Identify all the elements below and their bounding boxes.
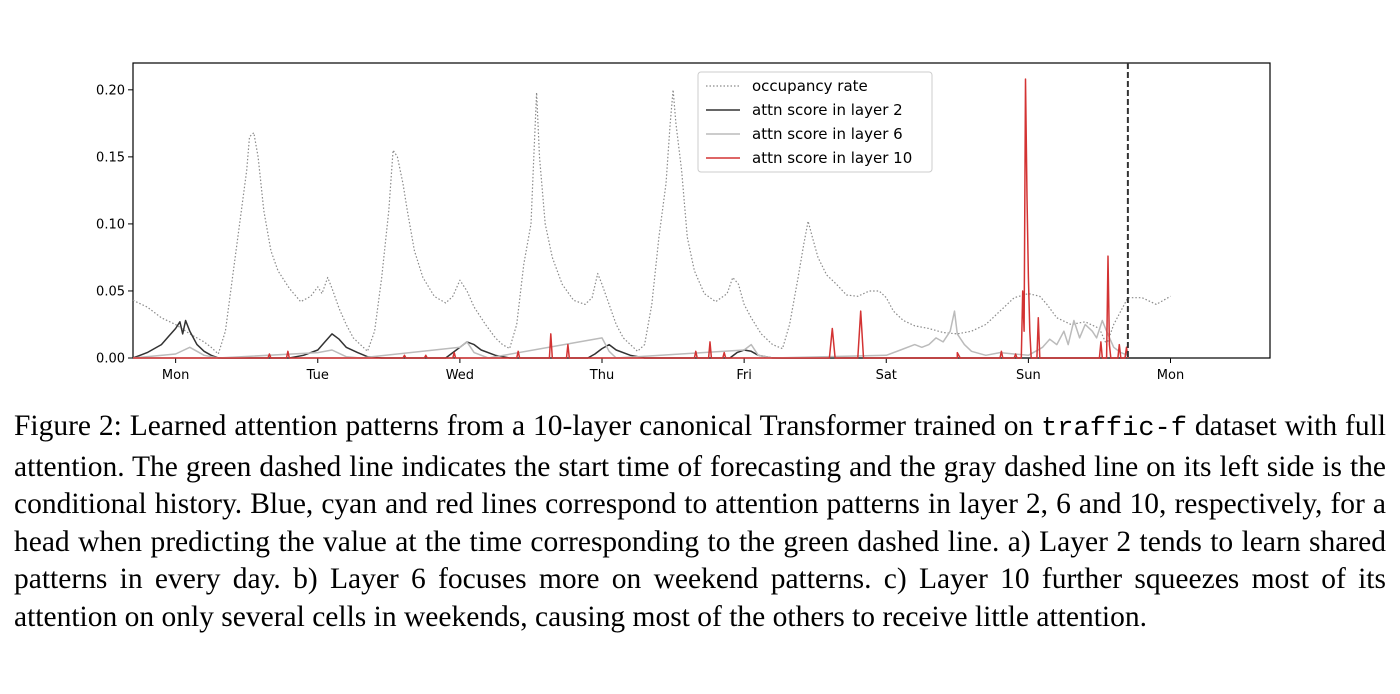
caption-dataset-code: traffic-f xyxy=(1041,414,1187,444)
x-tick-label: Mon xyxy=(1157,368,1184,383)
caption-text-1: Figure 2: Learned attention patterns fro… xyxy=(14,410,1042,442)
figure-caption: Figure 2: Learned attention patterns fro… xyxy=(14,408,1386,636)
attention-line-chart: 0.00 0.05 0.10 0.15 0.20 Mon Tue Wed Thu Fri Sat Su… xyxy=(96,62,1271,383)
series-line-4 xyxy=(133,78,1129,359)
legend-label-2: attn score in layer 2 xyxy=(752,101,903,119)
y-tick-label: 0.20 xyxy=(96,83,125,98)
legend-box xyxy=(697,71,933,173)
attention-figure: 0.00 0.05 0.10 0.15 0.20 Mon Tue Wed Thu Fri Sat Su… xyxy=(96,62,1271,383)
series-line-3 xyxy=(132,310,1129,359)
series-line-1 xyxy=(132,89,1171,355)
x-tick-label: Sat xyxy=(876,368,897,383)
x-tick-label: Sun xyxy=(1016,368,1041,383)
y-tick-label: 0.05 xyxy=(96,284,125,299)
x-tick-label: Tue xyxy=(306,368,329,383)
x-tick-label: Fri xyxy=(736,368,752,383)
legend-label-3: attn score in layer 6 xyxy=(752,125,903,143)
x-tick-label: Thu xyxy=(589,368,614,383)
y-tick-label: 0.15 xyxy=(96,150,125,165)
legend-label-1: occupancy rate xyxy=(752,77,868,95)
x-tick-label: Mon xyxy=(162,368,189,383)
legend-label-4: attn score in layer 10 xyxy=(752,149,912,167)
y-tick-label: 0.00 xyxy=(96,352,125,367)
caption-text-2: dataset with full attention. The green d… xyxy=(14,410,1386,633)
y-tick-label: 0.10 xyxy=(96,217,125,232)
x-tick-label: Wed xyxy=(446,368,474,383)
